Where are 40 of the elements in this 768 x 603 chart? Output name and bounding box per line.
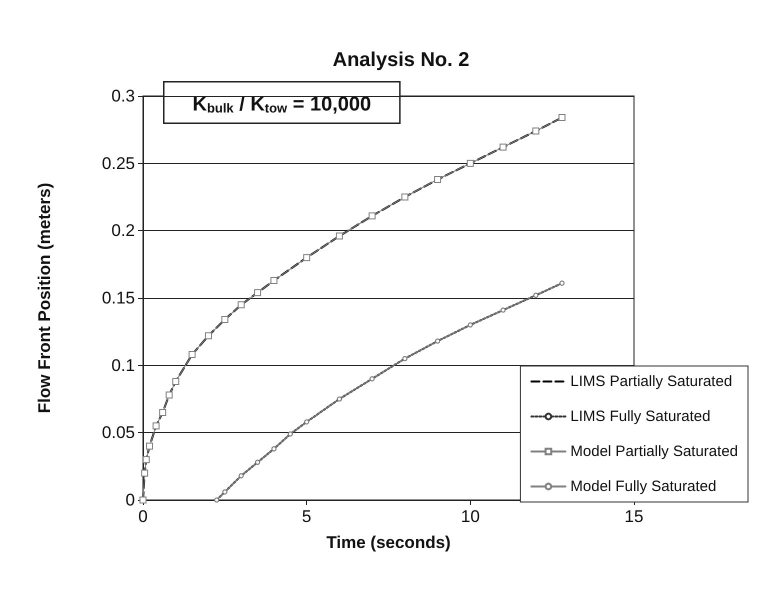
y-axis-title: Flow Front Position (meters) [35,182,54,414]
point [172,378,180,385]
point [146,442,154,450]
y-tick-label: 0.15 [102,288,135,308]
point [466,160,474,167]
legend-label: Model Fully Saturated [570,478,716,495]
x-tick-label: 5 [302,507,312,526]
point [303,254,310,262]
point [434,176,442,183]
legend-label: LIMS Fully Saturated [570,408,710,425]
x-tick-label: 0 [138,507,148,526]
point [204,332,212,340]
point [238,301,245,308]
y-tick-label: 0.25 [102,154,135,173]
y-tick-label: 0.05 [102,423,135,442]
x-axis-title: Time (seconds) [326,533,451,552]
point [166,391,173,398]
point [188,351,196,358]
y-tick-label: 0.3 [111,86,135,106]
chart-title: Analysis No. 2 [332,49,470,71]
point [401,194,408,200]
point [368,212,376,220]
point [336,232,343,240]
point [254,289,262,296]
point [500,144,507,151]
point [141,470,148,477]
legend-label: Model Partially Saturated [570,443,738,460]
point [221,316,228,324]
y-tick-label: 0.2 [111,221,135,240]
legend-label: LIMS Partially Saturated [570,373,732,390]
point [142,456,150,464]
point [532,128,540,135]
y-tick-label: 0 [126,490,135,510]
y-tick-label: 0.1 [111,356,135,375]
x-tick-label: 10 [460,507,480,526]
point [159,408,166,416]
point [558,114,566,122]
x-tick-label: 15 [624,507,644,526]
point [152,422,160,430]
point [270,276,278,284]
